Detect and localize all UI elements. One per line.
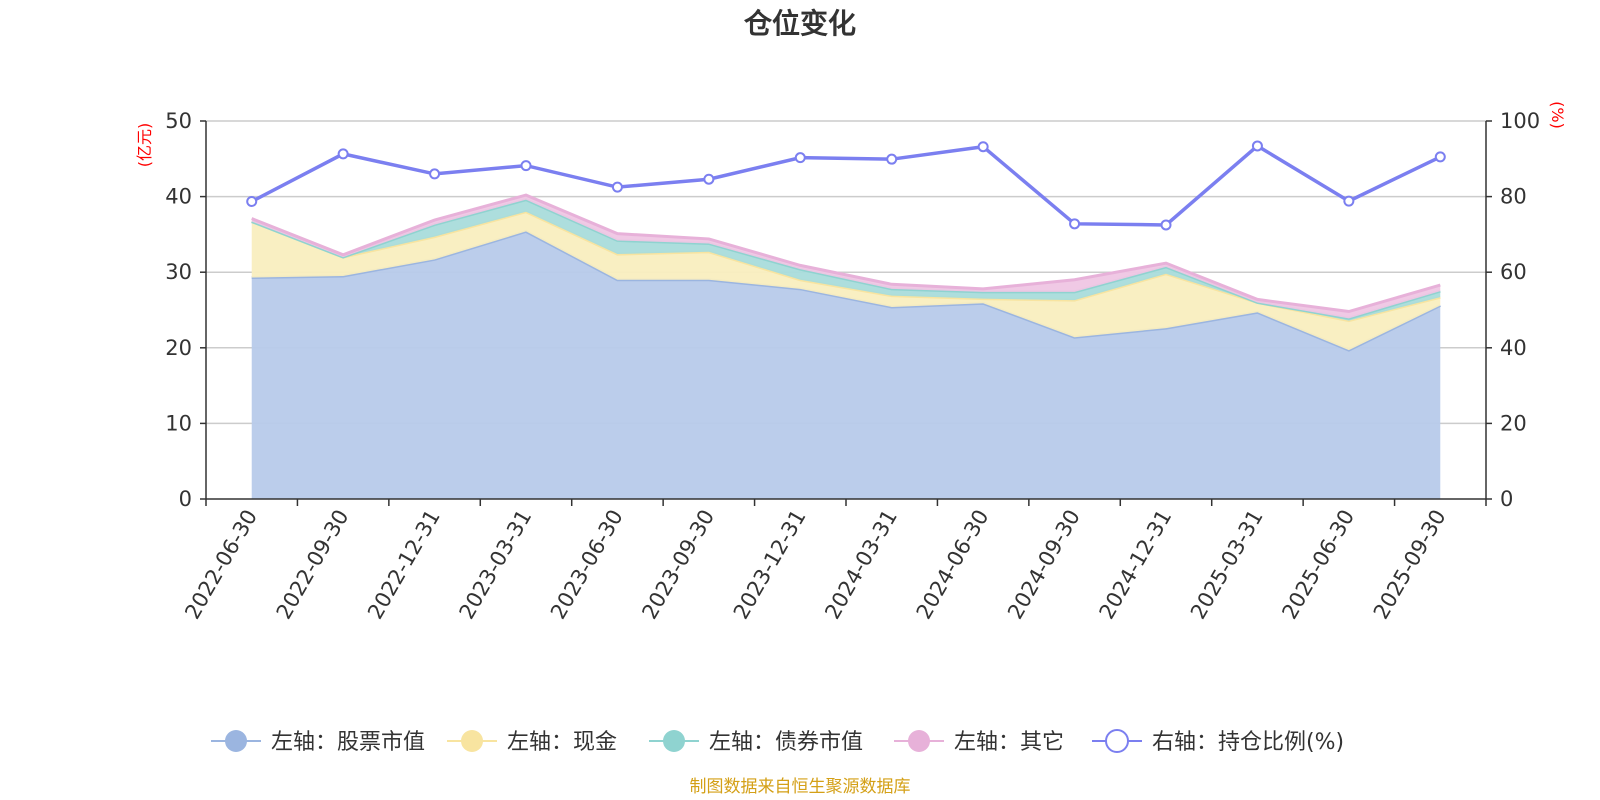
x-tick-label: 2023-06-30 [546,506,628,624]
right-tick-label: 60 [1500,260,1527,284]
ratio-point [977,141,989,153]
right-tick-label: 0 [1500,487,1513,511]
left-tick-label: 0 [179,487,192,511]
x-tick-label: 2023-03-31 [455,506,537,624]
x-tick-label: 2025-09-30 [1369,506,1451,624]
ratio-point [337,148,349,160]
x-tick-label: 2022-09-30 [272,506,354,624]
left-axis-unit: (亿元) [135,123,154,168]
right-axis-unit: (%) [1548,101,1567,129]
legend-item-4: 左轴：其它 [894,730,1064,755]
legend-marker [225,730,247,752]
legend-label: 左轴：其它 [954,730,1064,755]
legend-item-1: 左轴：股票市值 [211,730,425,755]
x-tick-label: 2025-06-30 [1277,506,1359,624]
ratio-point [429,168,441,180]
ratio-point [886,153,898,165]
x-tick-label: 2023-12-31 [729,506,811,624]
data-source-note: 制图数据来自恒生聚源数据库 [690,777,911,797]
legend-label: 右轴：持仓比例(%) [1152,730,1344,755]
legend-label: 左轴：现金 [507,730,617,755]
left-tick-label: 40 [165,185,192,209]
ratio-point [246,196,258,208]
chart-title: 仓位变化 [744,7,856,40]
legend-marker [663,730,685,752]
left-tick-label: 20 [165,336,192,360]
area-edge-series-4 [251,193,1441,314]
legend-marker [461,730,483,752]
ratio-line-path [250,143,1442,227]
stacked-areas [251,193,1441,499]
area-series-2 [251,211,1441,351]
legend-marker [1105,729,1129,753]
x-tick-label: 2022-06-30 [180,506,262,624]
x-tick-label: 2024-09-30 [1003,506,1085,624]
x-tick-label: 2022-12-31 [363,506,445,624]
left-tick-label: 50 [165,109,192,133]
x-tick-label: 2023-09-30 [637,506,719,624]
ratio-point [1160,219,1172,231]
ratio-point [520,160,532,172]
legend-label: 左轴：股票市值 [271,730,425,755]
ratio-point [611,181,623,193]
legend: 左轴：股票市值 左轴：现金 左轴：债券市值 左轴：其它 右轴：持仓比例(%) [211,729,1344,755]
ratio-point [794,152,806,164]
left-tick-label: 30 [165,260,192,284]
x-tick-label: 2024-03-31 [820,506,902,624]
x-tick-label: 2024-12-31 [1095,506,1177,624]
legend-item-2: 左轴：现金 [447,730,617,755]
ratio-point [703,173,715,185]
right-tick-label: 80 [1500,185,1527,209]
legend-item-5: 右轴：持仓比例(%) [1092,729,1344,755]
ratio-point [1251,140,1263,152]
right-tick-label: 20 [1500,411,1527,435]
legend-label: 左轴：债券市值 [709,730,863,755]
right-tick-label: 40 [1500,336,1527,360]
right-tick-label: 100 [1500,109,1540,133]
x-tick-label: 2024-06-30 [912,506,994,624]
ratio-point [1069,218,1081,230]
area-series-1 [251,231,1441,499]
legend-item-3: 左轴：债券市值 [649,730,863,755]
ratio-line [246,140,1446,231]
ratio-point [1343,195,1355,207]
ratio-point [1434,151,1446,163]
x-tick-label: 2025-03-31 [1186,506,1268,624]
left-tick-label: 10 [165,411,192,435]
legend-marker [908,730,930,752]
